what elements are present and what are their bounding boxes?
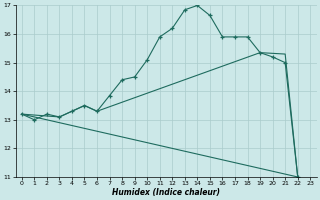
X-axis label: Humidex (Indice chaleur): Humidex (Indice chaleur) <box>112 188 220 197</box>
